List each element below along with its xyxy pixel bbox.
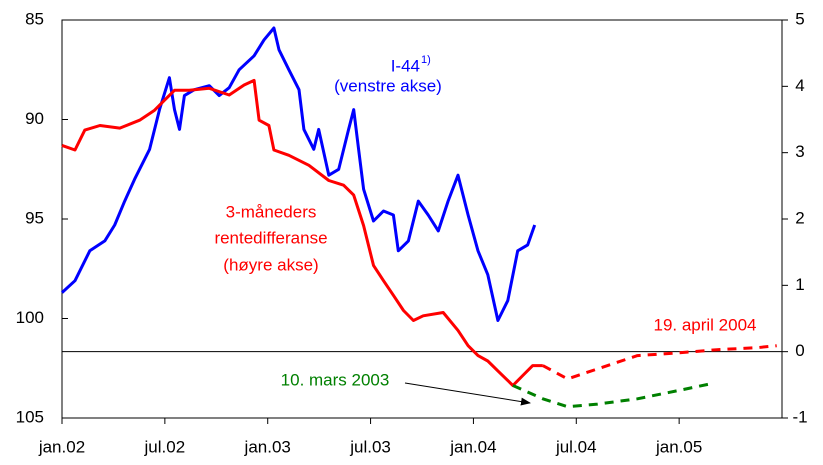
annotation: rentedifferanse: [214, 228, 327, 247]
y2-tick-label: 5: [795, 9, 804, 28]
arrow: [404, 382, 531, 406]
series-line: [60, 26, 537, 322]
series-line: [512, 382, 713, 409]
y-tick-label: 85: [25, 9, 44, 28]
annotation: 10. mars 2003: [281, 370, 390, 389]
annotation: 3-måneders: [226, 202, 317, 221]
annotation: 19. april 2004: [653, 315, 756, 334]
x-tick-label: jul.03: [349, 437, 391, 456]
annotation: (høyre akse): [223, 255, 318, 274]
annotation: 1): [421, 54, 431, 66]
y-tick-label: 90: [25, 109, 44, 128]
annotation: (venstre akse): [334, 76, 442, 95]
x-tick-label: jan.02: [38, 437, 85, 456]
y2-tick-label: 4: [795, 76, 804, 95]
x-tick-label: jul.04: [555, 437, 597, 456]
y-tick-label: 95: [25, 208, 44, 227]
y2-tick-label: -1: [792, 407, 807, 426]
x-tick-label: jan.05: [655, 437, 702, 456]
x-tick-label: jul.02: [144, 437, 186, 456]
x-tick-label: jan.04: [449, 437, 496, 456]
series-line: [61, 78, 543, 387]
annotation: I-44: [391, 56, 420, 75]
y2-tick-label: 2: [795, 208, 804, 227]
y-tick-label: 100: [16, 308, 44, 327]
y2-tick-label: 1: [795, 275, 804, 294]
y2-tick-label: 3: [795, 142, 804, 161]
y2-tick-label: 0: [795, 341, 804, 360]
x-tick-label: jan.03: [244, 437, 291, 456]
series-line: [542, 344, 777, 381]
y-tick-label: 105: [16, 407, 44, 426]
